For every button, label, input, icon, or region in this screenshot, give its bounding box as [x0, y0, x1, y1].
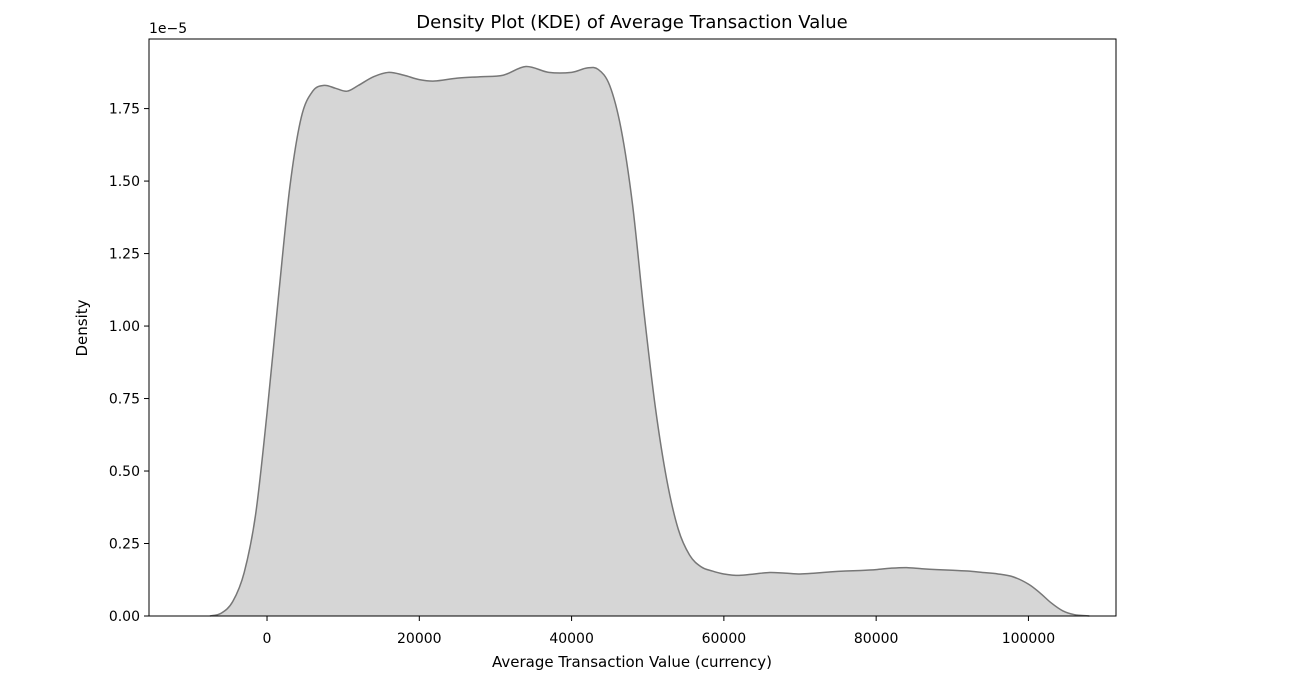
y-tick-label: 0.00 [109, 609, 140, 625]
y-axis-label: Density [73, 299, 91, 356]
x-tick-label: 60000 [702, 631, 747, 647]
y-tick-label: 1.00 [109, 319, 140, 335]
x-tick-label: 0 [263, 631, 272, 647]
y-axis: 0.00 0.25 0.50 0.75 1.00 1.25 1.50 1.75 [109, 102, 149, 625]
y-offset-label: 1e−5 [149, 21, 187, 37]
plot-frame [148, 38, 1117, 617]
x-tick-label: 100000 [1002, 631, 1055, 647]
y-tick-label: 0.75 [109, 392, 140, 408]
y-tick-label: 0.25 [109, 537, 140, 553]
y-tick-label: 1.50 [109, 174, 140, 190]
x-tick-label: 80000 [854, 631, 899, 647]
y-tick-label: 1.25 [109, 247, 140, 263]
y-tick-label: 1.75 [109, 102, 140, 118]
chart-title: Density Plot (KDE) of Average Transactio… [416, 12, 847, 33]
x-axis: 0 20000 40000 60000 80000 100000 [263, 616, 1055, 647]
x-tick-label: 40000 [549, 631, 594, 647]
density-line [209, 65, 1090, 617]
density-area [209, 66, 1090, 617]
x-tick-label: 20000 [397, 631, 442, 647]
y-tick-label: 0.50 [109, 464, 140, 480]
plot-area [209, 65, 1090, 617]
x-axis-label: Average Transaction Value (currency) [492, 653, 772, 671]
